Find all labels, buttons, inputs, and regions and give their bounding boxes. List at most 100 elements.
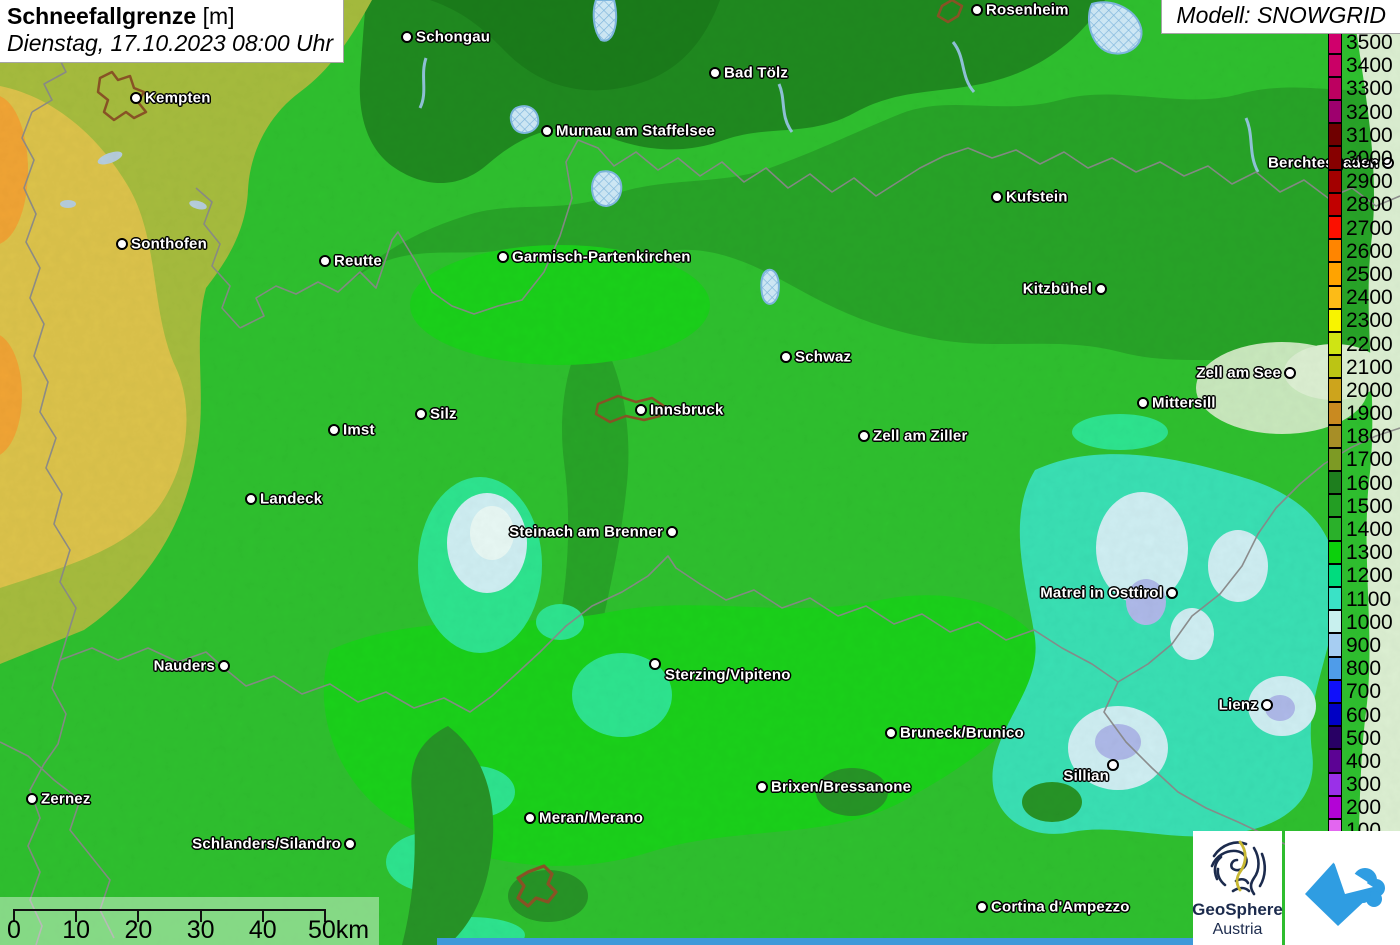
colorbar-value: 1400 — [1346, 518, 1393, 542]
colorbar-swatch — [1328, 146, 1342, 170]
colorbar-value: 3500 — [1346, 31, 1393, 55]
colorbar-row: 1700 — [1328, 447, 1393, 472]
title-box: Schneefallgrenze [m] Dienstag, 17.10.202… — [0, 0, 345, 64]
colorbar-value: 1600 — [1346, 471, 1393, 495]
colorbar-swatch — [1328, 216, 1342, 240]
scalebar-tick — [199, 909, 202, 922]
scalebar-number: 40 — [248, 916, 277, 944]
scalebar-end-label: 50km — [308, 916, 370, 944]
colorbar-swatch — [1328, 702, 1342, 727]
colorbar-row: 200 — [1328, 795, 1393, 820]
colorbar-swatch — [1328, 633, 1342, 657]
bottom-banner-strip — [437, 938, 1193, 945]
colorbar-swatch — [1328, 424, 1342, 448]
colorbar-swatch — [1328, 471, 1342, 495]
colorbar-value: 1200 — [1346, 564, 1393, 588]
colorbar-value: 800 — [1346, 657, 1382, 681]
colorbar-row: 2800 — [1328, 192, 1393, 217]
colorbar-swatch — [1328, 53, 1342, 77]
colorbar-swatch — [1328, 610, 1342, 634]
colorbar-swatch — [1328, 239, 1342, 263]
colorbar-swatch — [1328, 656, 1342, 680]
colorbar-value: 3000 — [1346, 147, 1393, 171]
colorbar-row: 2900 — [1328, 169, 1393, 194]
colorbar-row: 3100 — [1328, 123, 1393, 147]
geosphere-logo-country: Austria — [1212, 920, 1263, 938]
colorbar-row: 500 — [1328, 726, 1393, 750]
colorbar-swatch — [1328, 285, 1342, 309]
colorbar-row: 800 — [1328, 656, 1393, 681]
colorbar-value: 2500 — [1346, 262, 1393, 286]
colorbar-row: 700 — [1328, 679, 1393, 703]
colorbar-value: 900 — [1346, 633, 1382, 657]
colorbar-value: 2600 — [1346, 239, 1393, 263]
colorbar-value: 400 — [1346, 749, 1382, 773]
colorbar-value: 600 — [1346, 703, 1382, 727]
colorbar-row: 3400 — [1328, 53, 1393, 78]
colorbar-swatch — [1328, 76, 1342, 101]
colorbar-value: 1800 — [1346, 425, 1393, 449]
model-label: Modell: SNOWGRID — [1161, 0, 1400, 34]
mountain-cloud-icon — [1304, 860, 1385, 926]
colorbar-value: 1300 — [1346, 541, 1393, 565]
colorbar-value: 1700 — [1346, 448, 1393, 472]
colorbar-row: 2400 — [1328, 285, 1393, 309]
colorbar-value: 2100 — [1346, 355, 1393, 379]
geosphere-logo-name: GeoSphere — [1192, 900, 1283, 919]
colorbar-row: 900 — [1328, 633, 1393, 657]
colorbar-swatch — [1328, 262, 1342, 286]
colorbar-swatch — [1328, 123, 1342, 147]
colorbar-swatch — [1328, 540, 1342, 564]
scalebar-line — [13, 909, 324, 911]
colorbar-value: 2700 — [1346, 216, 1393, 240]
colorbar-value: 1900 — [1346, 402, 1393, 426]
colorbar-swatch — [1328, 192, 1342, 216]
colorbar-swatch — [1328, 355, 1342, 379]
map-datetime: Dienstag, 17.10.2023 08:00 Uhr — [7, 30, 334, 57]
colorbar-swatch — [1328, 679, 1342, 703]
map-title: Schneefallgrenze [m] — [7, 3, 333, 30]
colorbar-row: 400 — [1328, 749, 1393, 773]
avalanche-logo-box — [1285, 831, 1400, 945]
colorbar-swatch — [1328, 331, 1342, 356]
colorbar-row: 2300 — [1328, 308, 1393, 333]
colorbar-row: 2200 — [1328, 331, 1393, 356]
colorbar-row: 1100 — [1328, 587, 1393, 611]
colorbar-value: 1000 — [1346, 610, 1393, 634]
colorbar-swatch — [1328, 795, 1342, 819]
colorbar-legend: 3500 3400 3300 3200 3100 3000 2900 2800 2700 2600… — [1328, 30, 1393, 843]
scalebar-number: 20 — [124, 916, 153, 944]
colorbar-value: 2800 — [1346, 193, 1393, 217]
colorbar-value: 1100 — [1346, 587, 1392, 611]
colorbar-row: 2700 — [1328, 216, 1393, 240]
map-scalebar: 0 10 20 30 40 50km — [0, 897, 379, 945]
colorbar-swatch — [1328, 401, 1342, 425]
colorbar-row: 1600 — [1328, 471, 1393, 495]
map-title-text: Schneefallgrenze — [7, 3, 197, 29]
colorbar-swatch — [1328, 563, 1342, 587]
scalebar-number: 30 — [186, 916, 215, 944]
colorbar-row: 3300 — [1328, 76, 1393, 101]
colorbar-row: 2500 — [1328, 262, 1393, 286]
colorbar-row: 3200 — [1328, 100, 1393, 124]
colorbar-row: 300 — [1328, 772, 1393, 796]
scalebar-number: 0 — [7, 916, 21, 944]
colorbar-value: 2300 — [1346, 309, 1393, 333]
colorbar-row: 1800 — [1328, 424, 1393, 449]
colorbar-value: 3300 — [1346, 77, 1393, 101]
colorbar-row: 1900 — [1328, 401, 1393, 426]
colorbar-swatch — [1328, 308, 1342, 332]
colorbar-value: 500 — [1346, 726, 1382, 750]
colorbar-value: 200 — [1346, 796, 1382, 820]
colorbar-value: 2900 — [1346, 170, 1393, 194]
colorbar-value: 3100 — [1346, 123, 1393, 147]
scalebar-tick — [261, 909, 264, 922]
colorbar-swatch — [1328, 587, 1342, 611]
colorbar-swatch — [1328, 169, 1342, 193]
colorbar-swatch — [1328, 378, 1342, 402]
colorbar-swatch — [1328, 726, 1342, 750]
colorbar-row: 3500 — [1328, 30, 1393, 55]
colorbar-value: 3400 — [1346, 54, 1393, 78]
